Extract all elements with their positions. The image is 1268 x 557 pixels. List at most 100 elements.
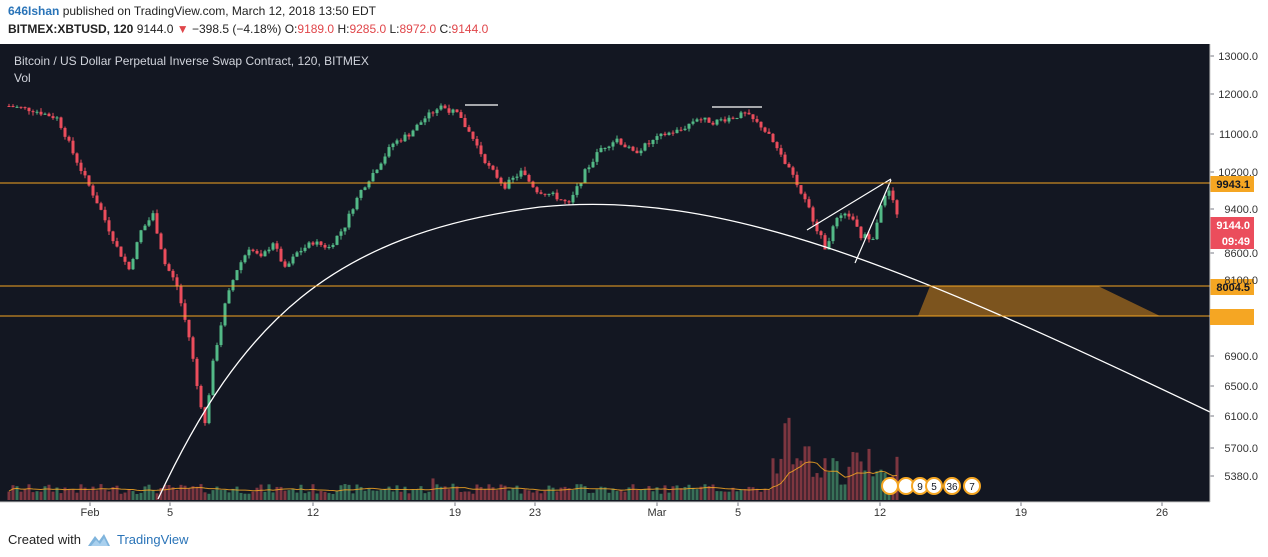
candle-body bbox=[459, 112, 463, 118]
volume-bar bbox=[387, 486, 391, 500]
volume-bar bbox=[847, 466, 851, 500]
candle-body bbox=[891, 190, 895, 201]
chart-title: Bitcoin / US Dollar Perpetual Inverse Sw… bbox=[14, 54, 369, 68]
candle-body bbox=[371, 172, 375, 182]
volume-bar bbox=[707, 486, 711, 500]
volume-bar bbox=[95, 490, 99, 500]
candle-body bbox=[339, 231, 343, 236]
volume-bar bbox=[471, 493, 475, 500]
candle-body bbox=[19, 106, 23, 108]
volume-bar bbox=[379, 489, 383, 500]
x-tick-label: 23 bbox=[529, 507, 541, 519]
volume-bar bbox=[323, 491, 327, 500]
volume-bar bbox=[331, 493, 335, 500]
candle-body bbox=[107, 220, 111, 232]
candle-body bbox=[563, 199, 567, 202]
candle-body bbox=[227, 290, 231, 304]
candle-body bbox=[867, 234, 871, 240]
candle-body bbox=[151, 213, 155, 221]
volume-bar bbox=[371, 490, 375, 500]
candle-body bbox=[303, 247, 307, 251]
x-tick-label: 12 bbox=[307, 507, 319, 519]
volume-bar bbox=[599, 486, 603, 500]
candle-body bbox=[531, 181, 535, 188]
publish-info: 646Ishan published on TradingView.com, M… bbox=[8, 4, 376, 18]
candle-body bbox=[775, 142, 779, 149]
candle-body bbox=[331, 244, 335, 248]
volume-bar bbox=[107, 491, 111, 500]
y-tick-label: 6100.0 bbox=[1224, 411, 1258, 423]
y-tick-label: 12000.0 bbox=[1218, 89, 1258, 101]
candle-body bbox=[635, 150, 639, 154]
volume-bar bbox=[359, 486, 363, 500]
volume-bar bbox=[315, 493, 319, 500]
volume-bar bbox=[247, 493, 251, 500]
candle-body bbox=[491, 165, 495, 170]
candle-body bbox=[407, 134, 411, 137]
volume-bar bbox=[711, 484, 715, 500]
candle-body bbox=[267, 249, 271, 252]
candle-body bbox=[515, 176, 519, 178]
candle-body bbox=[31, 111, 35, 113]
volume-bar bbox=[591, 492, 595, 500]
volume-bar bbox=[75, 492, 79, 500]
candle-body bbox=[367, 181, 371, 188]
candle-body bbox=[279, 248, 283, 262]
down-arrow-icon: ▼ bbox=[173, 22, 189, 36]
candle-body bbox=[315, 241, 319, 245]
volume-bar bbox=[303, 493, 307, 500]
volume-bar bbox=[131, 491, 135, 500]
author-link[interactable]: 646Ishan bbox=[8, 4, 60, 18]
candle-body bbox=[411, 130, 415, 137]
volume-bar bbox=[207, 493, 211, 500]
candle-body bbox=[527, 175, 531, 182]
candle-body bbox=[475, 138, 479, 146]
candle-body bbox=[543, 193, 547, 195]
volume-bar bbox=[191, 486, 195, 500]
candle-body bbox=[183, 303, 187, 320]
volume-bar bbox=[767, 489, 771, 500]
candle-body bbox=[827, 241, 831, 250]
volume-bar bbox=[83, 487, 87, 500]
volume-bar bbox=[175, 489, 179, 500]
volume-bar bbox=[79, 484, 83, 500]
y-tick-label: 9400.0 bbox=[1224, 204, 1258, 216]
candle-body bbox=[219, 325, 223, 346]
volume-bar bbox=[31, 492, 35, 500]
volume-bar bbox=[59, 493, 63, 500]
volume-bar bbox=[219, 490, 223, 500]
volume-bar bbox=[55, 487, 59, 500]
volume-bar bbox=[843, 484, 847, 500]
candle-body bbox=[359, 189, 363, 198]
candle-body bbox=[255, 250, 259, 254]
volume-bar bbox=[763, 488, 767, 500]
volume-bar bbox=[787, 417, 791, 500]
candle-body bbox=[503, 182, 507, 189]
price-axis[interactable]: 13000.0 12000.0 11000.0 10200.0 9400.0 8600.0… bbox=[1209, 44, 1258, 502]
volume-bar bbox=[479, 486, 483, 500]
candle-body bbox=[595, 152, 599, 162]
volume-bar bbox=[655, 487, 659, 500]
close-label: C: bbox=[439, 22, 452, 36]
volume-bar bbox=[583, 486, 587, 500]
volume-bar bbox=[619, 490, 623, 500]
candle-body bbox=[663, 133, 667, 135]
y-tick-label: 10200.0 bbox=[1218, 167, 1258, 179]
time-axis[interactable]: Feb 5 12 19 23 Mar 5 12 19 26 bbox=[0, 501, 1210, 519]
event-badge-count: 5 bbox=[931, 482, 937, 493]
volume-bar bbox=[795, 458, 799, 500]
candle-body bbox=[831, 226, 835, 242]
volume-bar bbox=[307, 491, 311, 500]
volume-bar bbox=[451, 483, 455, 500]
candle-body bbox=[535, 187, 539, 193]
tradingview-link[interactable]: TradingView bbox=[117, 532, 189, 547]
candle-body bbox=[751, 114, 755, 120]
volume-bar bbox=[439, 486, 443, 500]
volume-bar bbox=[239, 492, 243, 500]
candle-body bbox=[731, 117, 735, 119]
x-tick-label: 19 bbox=[1015, 507, 1027, 519]
candle-body bbox=[603, 147, 607, 149]
volume-bar bbox=[627, 487, 631, 500]
volume-bar bbox=[751, 487, 755, 500]
